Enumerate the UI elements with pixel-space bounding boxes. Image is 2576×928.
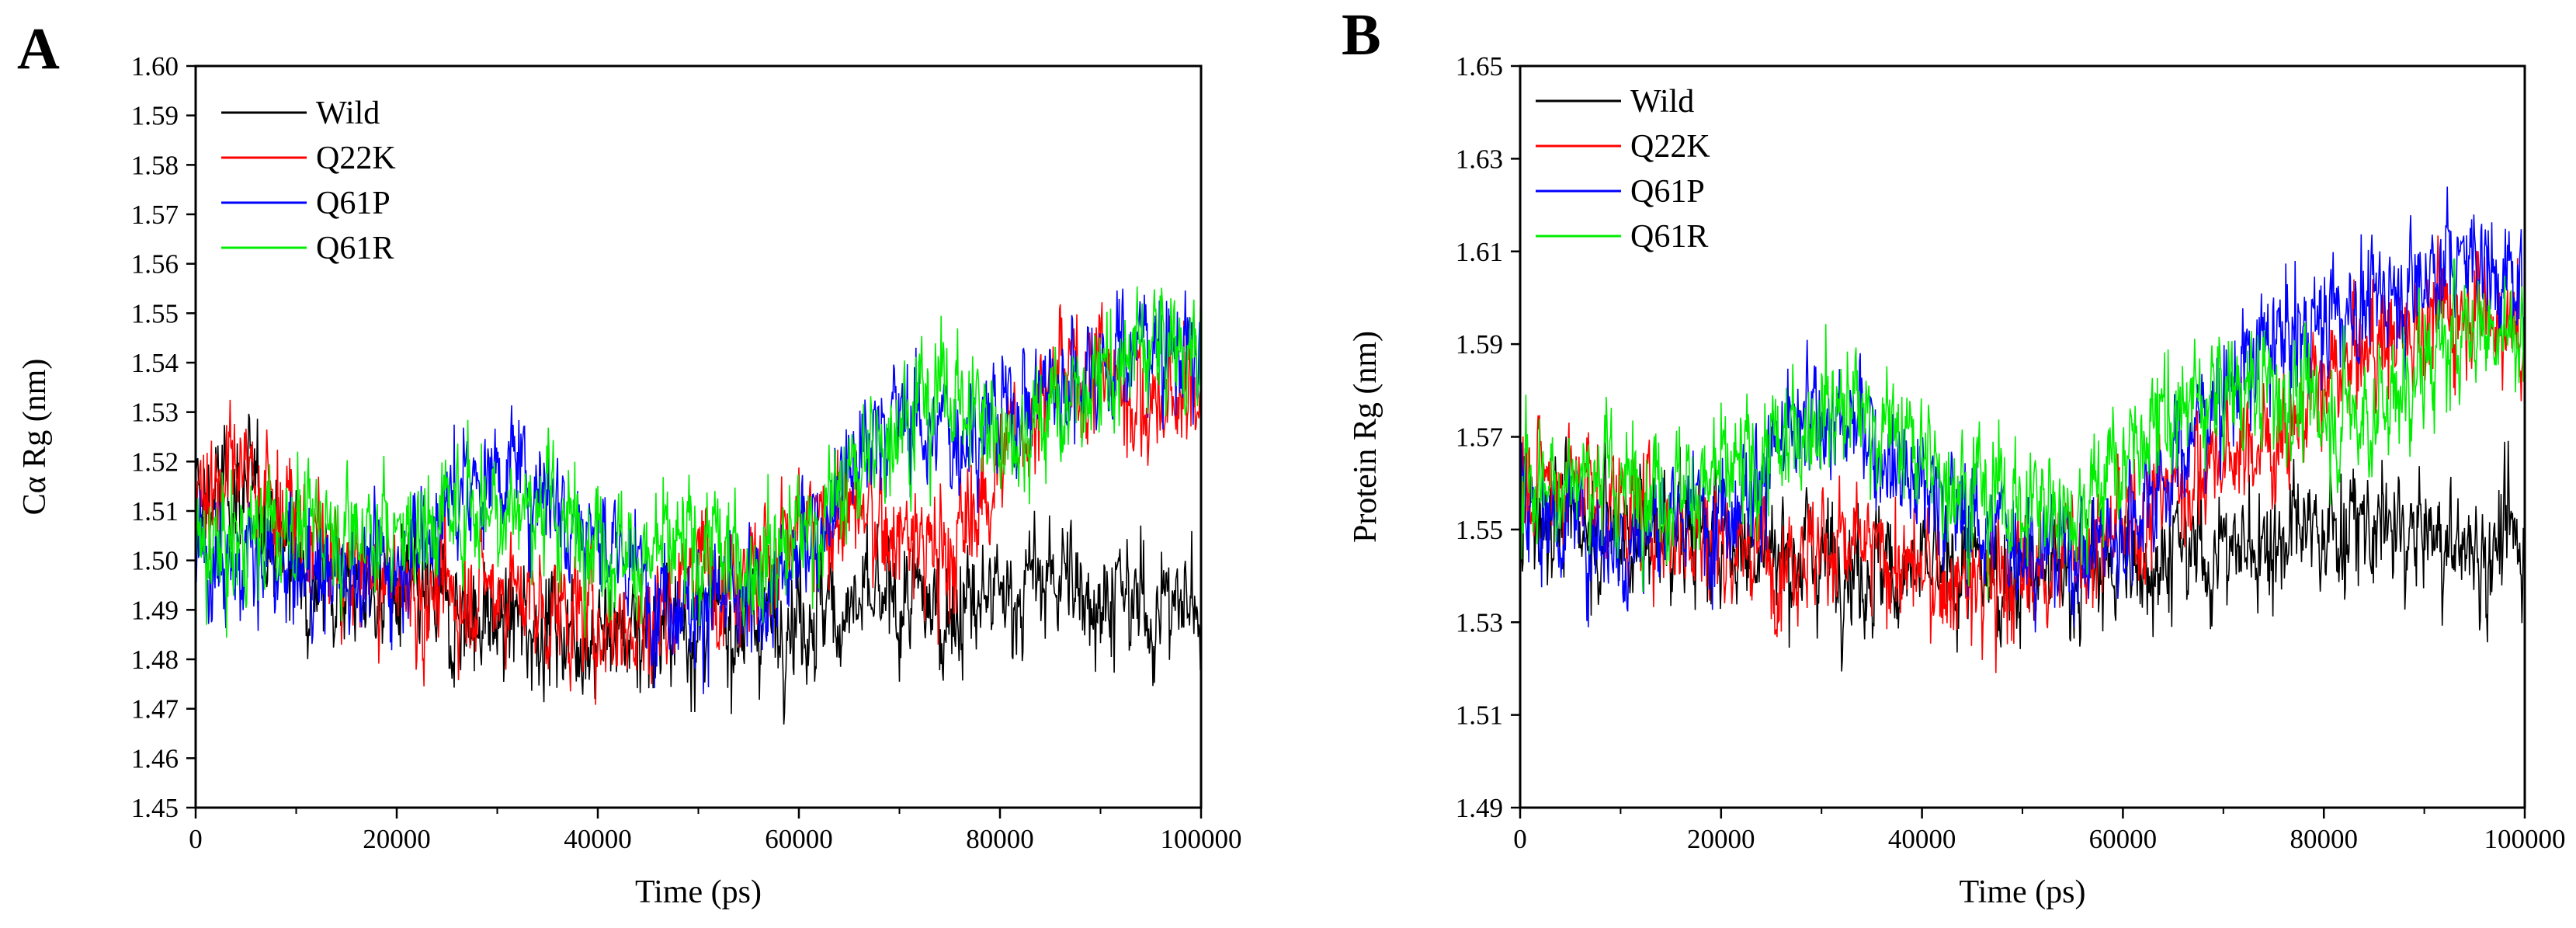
x-tick-label: 100000 (1161, 824, 1242, 854)
y-tick-label: 1.65 (1456, 51, 1503, 82)
x-tick-label: 40000 (1888, 824, 1956, 854)
panel-a-chart: A 0 20000 40000 60000 80000 100000 1.45 1.46 1.47… (17, 16, 1242, 910)
x-tick-label: 100000 (2484, 824, 2566, 854)
y-tick-label: 1.57 (1456, 422, 1503, 453)
y-tick-label: 1.56 (131, 249, 179, 280)
y-tick-label: 1.45 (131, 793, 179, 823)
legend-label: Q61P (316, 186, 391, 221)
y-tick-label: 1.52 (131, 447, 179, 477)
y-tick-label: 1.55 (131, 298, 179, 328)
series-line-q22k (1519, 235, 2526, 673)
y-tick-label: 1.51 (131, 496, 179, 527)
y-tick-label: 1.55 (1456, 515, 1503, 545)
x-tick-label: 20000 (1687, 824, 1755, 854)
x-tick-label: 60000 (765, 824, 833, 854)
y-tick-label: 1.59 (1456, 329, 1503, 360)
y-tick-label: 1.48 (131, 645, 179, 675)
y-tick-label: 1.50 (131, 546, 179, 576)
x-tick-label: 40000 (564, 824, 632, 854)
legend-label: Q22K (316, 141, 396, 176)
y-tick-label: 1.53 (1456, 607, 1503, 638)
legend-label: Q61P (1630, 174, 1705, 210)
y-tick-label: 1.53 (131, 398, 179, 428)
y-axis-title: Cα Rg (nm) (17, 359, 53, 516)
y-tick-label: 1.63 (1456, 144, 1503, 174)
x-tick-label: 60000 (2089, 824, 2158, 854)
y-tick-label: 1.49 (131, 595, 179, 625)
x-axis-title: Time (ps) (1960, 874, 2086, 910)
x-tick-label: 20000 (363, 824, 431, 854)
y-tick-label: 1.58 (131, 150, 179, 180)
series-line-q22k (195, 302, 1202, 705)
legend-label: Wild (1630, 84, 1694, 120)
y-tick-label: 1.54 (131, 348, 179, 378)
legend-label: Wild (316, 96, 380, 131)
y-tick-label: 1.51 (1456, 700, 1503, 731)
x-tick-label: 0 (189, 824, 203, 854)
y-tick-label: 1.60 (131, 51, 179, 82)
x-tick-label: 80000 (2290, 824, 2358, 854)
legend-label: Q61R (316, 231, 394, 266)
legend-label: Q61R (1630, 219, 1708, 255)
series-line-q61p (1519, 186, 2526, 633)
y-axis-title: Protein Rg (nm) (1348, 331, 1383, 543)
panel-b-chart: B 0 20000 40000 60000 80000 100000 1.49 1.51 1.53… (1342, 2, 2566, 910)
panel-label: B (1342, 2, 1381, 68)
x-tick-label: 0 (1513, 824, 1527, 854)
y-tick-label: 1.46 (131, 743, 179, 773)
y-tick-label: 1.61 (1456, 237, 1503, 267)
series-line-q61r (1519, 258, 2526, 600)
panel-label: A (17, 16, 60, 82)
x-axis-title: Time (ps) (635, 874, 762, 910)
y-tick-label: 1.59 (131, 101, 179, 131)
x-tick-label: 80000 (966, 824, 1034, 854)
plot-frame (194, 64, 1203, 809)
y-tick-label: 1.47 (131, 694, 179, 725)
y-tick-label: 1.57 (131, 200, 179, 230)
y-tick-label: 1.49 (1456, 793, 1503, 823)
series-line-q61r (195, 286, 1202, 638)
legend-label: Q22K (1630, 129, 1710, 165)
